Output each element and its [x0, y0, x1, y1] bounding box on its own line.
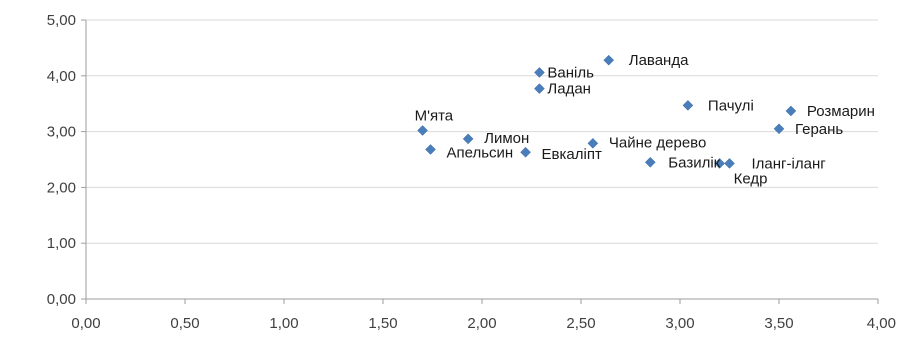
y-tick-label: 5,00 — [47, 12, 76, 29]
y-tick-label: 1,00 — [47, 235, 76, 252]
data-point — [534, 83, 545, 94]
data-point-label: Лимон — [484, 130, 529, 147]
data-point — [644, 156, 656, 168]
data-point-label: Базилік — [668, 154, 720, 171]
tick-labels: 0,00 1,00 2,00 3,00 4,00 5,00 0,00 0,50 1,00 1,50… — [47, 12, 896, 332]
x-tick-label: 3,00 — [665, 315, 694, 332]
data-point-label: Ладан — [547, 81, 591, 98]
data-point — [425, 144, 436, 155]
data-points — [417, 54, 797, 169]
x-tick-label: 2,00 — [467, 315, 496, 332]
data-point — [603, 54, 615, 66]
y-tick-label: 0,00 — [47, 291, 76, 308]
data-point — [773, 123, 785, 135]
data-point — [587, 137, 599, 149]
x-tick-label: 0,50 — [170, 315, 199, 332]
data-point — [785, 105, 797, 117]
x-tick-label: 2,50 — [566, 315, 595, 332]
axes — [81, 19, 879, 304]
data-point — [462, 133, 474, 145]
x-tick-label: 4,00 — [867, 315, 896, 332]
data-point-label: Іланг-іланг — [752, 155, 827, 172]
data-point — [534, 67, 545, 78]
x-tick-label: 1,00 — [269, 315, 298, 332]
data-point-label: Лаванда — [629, 52, 689, 69]
data-point-label: Розмарин — [807, 103, 875, 120]
x-tick-label: 1,50 — [368, 315, 397, 332]
data-point — [520, 146, 531, 158]
data-point — [682, 100, 694, 111]
data-point-label: Евкаліпт — [542, 146, 602, 163]
data-point-label: М'ята — [415, 107, 454, 124]
data-point-label: Ваніль — [547, 64, 594, 81]
y-tick-label: 2,00 — [47, 179, 76, 196]
data-point-label: Чайне дерево — [609, 134, 706, 151]
data-point-label: Кедр — [734, 170, 768, 187]
data-point-label: Апельсин — [447, 144, 514, 161]
data-point — [724, 158, 735, 169]
y-tick-label: 3,00 — [47, 124, 76, 141]
data-point — [417, 125, 428, 136]
data-point-label: Пачулі — [708, 97, 754, 114]
data-point-label: Герань — [795, 121, 843, 138]
y-tick-label: 4,00 — [47, 68, 76, 85]
x-tick-label: 3,50 — [764, 315, 793, 332]
x-tick-label: 0,00 — [71, 315, 100, 332]
gridlines — [86, 19, 878, 244]
data-point — [714, 158, 725, 169]
